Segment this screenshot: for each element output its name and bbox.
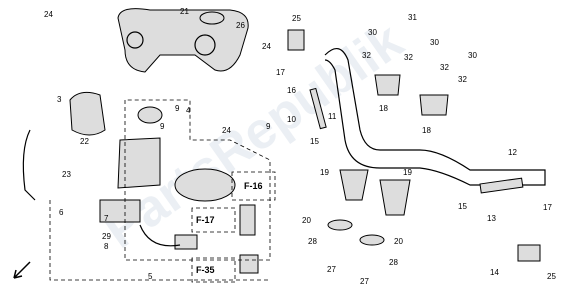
callout: 9: [266, 122, 271, 131]
cap: [199, 11, 225, 25]
ignition-switch: [117, 137, 161, 189]
callout: 25: [292, 14, 301, 23]
callout: 30: [468, 51, 477, 60]
callout: 9: [175, 104, 180, 113]
callout: 30: [368, 28, 377, 37]
callout: 18: [422, 126, 431, 135]
callout: 24: [262, 42, 271, 51]
callout: 15: [310, 137, 319, 146]
callout: 11: [328, 112, 337, 121]
callout: 7: [104, 214, 109, 223]
callout: 31: [408, 13, 417, 22]
callout: 16: [287, 86, 296, 95]
top-bridge: [117, 8, 249, 73]
callout: 24: [44, 10, 53, 19]
callout: 18: [379, 104, 388, 113]
fuel-cap: [174, 168, 236, 202]
callout: 17: [276, 68, 285, 77]
callout: 5: [148, 272, 153, 281]
wire: [139, 224, 181, 247]
callout: 25: [547, 272, 556, 281]
callout: 6: [59, 208, 64, 217]
holder: [419, 94, 449, 116]
callout: 28: [389, 258, 398, 267]
ref-box: [231, 171, 276, 201]
ref-box: [191, 257, 236, 283]
callout: 20: [302, 216, 311, 225]
callout: 27: [327, 265, 336, 274]
callout: 4: [186, 106, 191, 115]
callout: 21: [180, 7, 189, 16]
callout: 13: [487, 214, 496, 223]
callout: 29: [102, 232, 111, 241]
group-outline: [124, 99, 271, 261]
bar-end: [517, 244, 541, 262]
holder: [374, 74, 401, 96]
ref-box: [191, 207, 236, 233]
callout: 32: [440, 63, 449, 72]
callout: 26: [236, 21, 245, 30]
callout: 12: [508, 148, 517, 157]
callout: 24: [222, 126, 231, 135]
washer: [327, 219, 353, 231]
front-arrow: [13, 261, 31, 279]
callout: 30: [430, 38, 439, 47]
callout: 32: [458, 75, 467, 84]
washer: [359, 234, 385, 246]
callout: 9: [160, 122, 165, 131]
callout: 3: [57, 95, 62, 104]
holder: [379, 179, 411, 216]
lock-part: [239, 204, 256, 236]
callout: 28: [308, 237, 317, 246]
callouts: 24 21 26 25 30 31 30 32 32 30 32 32 24 1…: [44, 7, 556, 286]
callout: 14: [490, 268, 499, 277]
group-outline: [49, 200, 270, 281]
grip-pipe: [479, 177, 524, 194]
callout: 19: [403, 168, 412, 177]
figure-ref: F-17: [196, 215, 215, 225]
key-cylinder: [137, 106, 163, 124]
seat-lock: [99, 199, 141, 223]
callout: 27: [360, 277, 369, 286]
holder: [339, 169, 369, 201]
callout: 19: [320, 168, 329, 177]
connector: [174, 234, 198, 250]
pipe: [309, 87, 327, 130]
callout: 8: [104, 242, 109, 251]
callout: 17: [543, 203, 552, 212]
callout: 10: [287, 115, 296, 124]
grommet: [287, 29, 305, 51]
callout: 32: [404, 53, 413, 62]
callout: 22: [80, 137, 89, 146]
callout: 15: [458, 202, 467, 211]
handlebar: [324, 48, 546, 186]
bridge-hole: [194, 34, 216, 56]
wire: [22, 129, 36, 201]
meter-cover: [69, 91, 106, 136]
callout: 23: [62, 170, 71, 179]
callout: 20: [394, 237, 403, 246]
figure-ref: F-35: [196, 265, 215, 275]
lock-part: [239, 254, 259, 274]
bridge-hole: [126, 31, 144, 49]
callout: 32: [362, 51, 371, 60]
figure-ref: F-16: [244, 181, 263, 191]
